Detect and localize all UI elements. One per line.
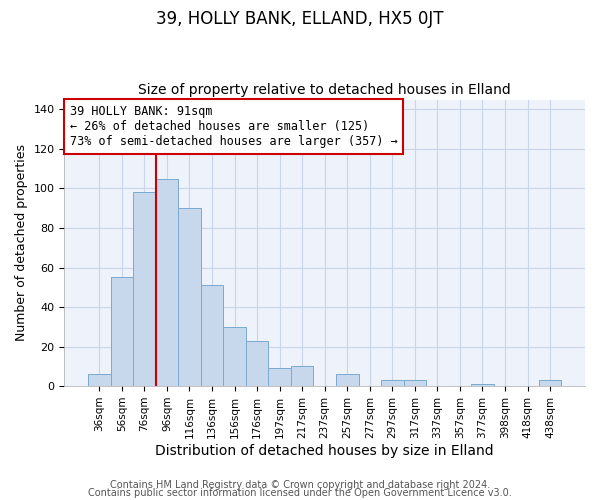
X-axis label: Distribution of detached houses by size in Elland: Distribution of detached houses by size … — [155, 444, 494, 458]
Bar — [88, 374, 110, 386]
Title: Size of property relative to detached houses in Elland: Size of property relative to detached ho… — [139, 83, 511, 97]
Bar — [336, 374, 359, 386]
Bar — [223, 327, 246, 386]
Bar — [381, 380, 404, 386]
Text: Contains public sector information licensed under the Open Government Licence v3: Contains public sector information licen… — [88, 488, 512, 498]
Bar — [471, 384, 494, 386]
Bar — [246, 340, 268, 386]
Bar — [539, 380, 562, 386]
Bar — [110, 278, 133, 386]
Bar — [404, 380, 426, 386]
Bar — [178, 208, 201, 386]
Text: 39, HOLLY BANK, ELLAND, HX5 0JT: 39, HOLLY BANK, ELLAND, HX5 0JT — [156, 10, 444, 28]
Text: Contains HM Land Registry data © Crown copyright and database right 2024.: Contains HM Land Registry data © Crown c… — [110, 480, 490, 490]
Bar — [268, 368, 291, 386]
Bar — [155, 178, 178, 386]
Text: 39 HOLLY BANK: 91sqm
← 26% of detached houses are smaller (125)
73% of semi-deta: 39 HOLLY BANK: 91sqm ← 26% of detached h… — [70, 106, 397, 148]
Y-axis label: Number of detached properties: Number of detached properties — [15, 144, 28, 342]
Bar — [201, 286, 223, 386]
Bar — [291, 366, 313, 386]
Bar — [133, 192, 155, 386]
